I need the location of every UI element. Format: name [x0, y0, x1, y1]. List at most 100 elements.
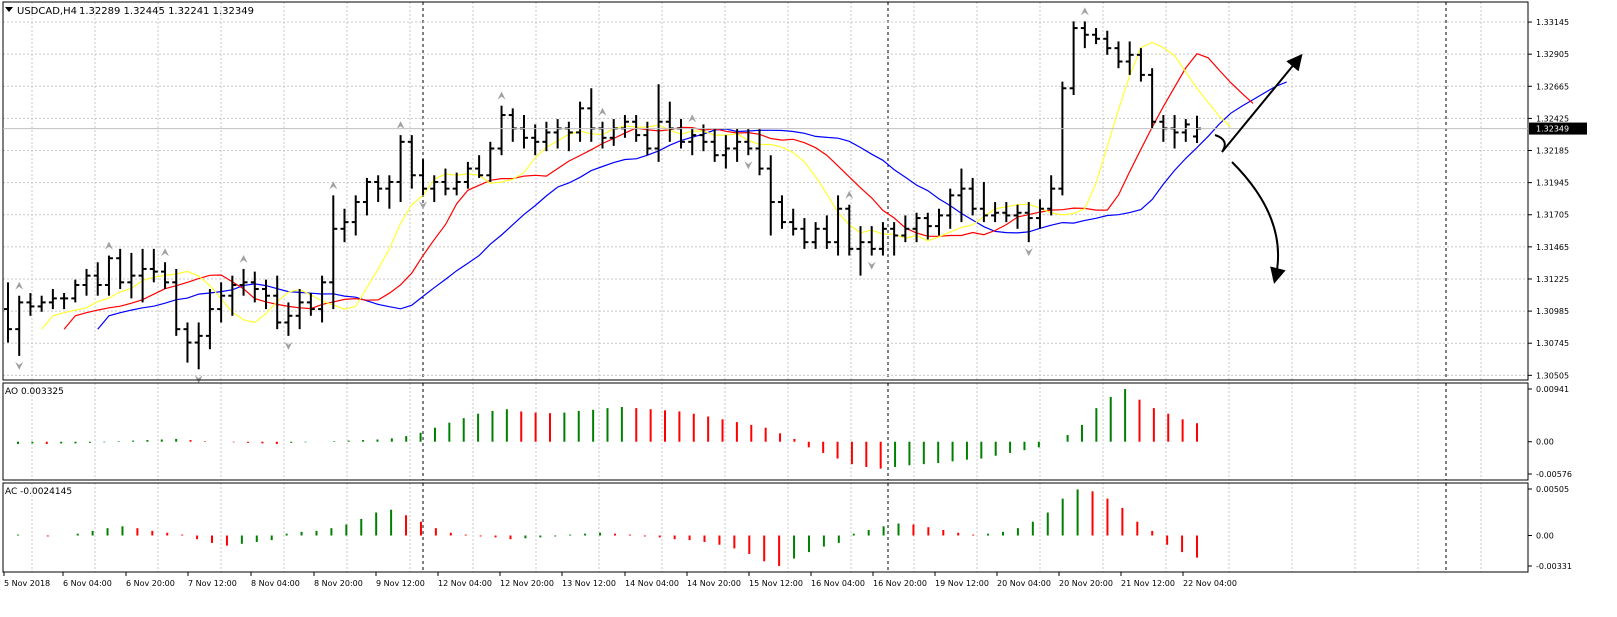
ao-y-tick-label: 0.00	[1536, 438, 1554, 447]
ohlc-bar	[161, 262, 170, 290]
fractal-down-icon	[194, 375, 203, 384]
ao-histogram	[17, 389, 1198, 469]
x-tick-label: 12 Nov 20:00	[500, 579, 554, 588]
fractals	[15, 7, 1089, 384]
x-tick-label: 6 Nov 20:00	[126, 579, 175, 588]
ohlc-bar	[452, 172, 461, 196]
ohlc-bar	[912, 212, 921, 243]
ohlc-bar	[104, 255, 113, 296]
ohlc-bar	[542, 121, 551, 152]
ohlc-bar	[82, 268, 91, 296]
ohlc-bar	[935, 208, 944, 236]
ohlc-label: 1.32289 1.32445 1.32241 1.32349	[79, 6, 254, 17]
ohlc-bar	[60, 293, 69, 310]
fractal-up-icon	[239, 254, 248, 263]
fractal-up-icon	[104, 241, 113, 250]
fractal-down-icon	[284, 341, 293, 350]
ohlc-bar	[856, 226, 865, 276]
y-tick-label: 1.31945	[1536, 179, 1569, 188]
x-tick-label: 14 Nov 04:00	[625, 579, 679, 588]
ohlc-bar	[1013, 204, 1022, 229]
x-tick-label: 6 Nov 04:00	[63, 579, 112, 588]
ohlc-bar	[318, 275, 327, 323]
y-tick-label: 1.30985	[1536, 307, 1569, 316]
ac-label: AC -0.0024145	[5, 487, 72, 497]
fractal-up-icon	[1080, 7, 1089, 16]
ao-y-tick-label: -0.00576	[1536, 470, 1572, 479]
ohlc-bar	[374, 175, 383, 203]
ohlc-bar	[239, 268, 248, 296]
ohlc-bar	[654, 84, 663, 162]
symbol-label: USDCAD,H4	[17, 6, 77, 17]
x-tick-label: 16 Nov 20:00	[873, 579, 927, 588]
ohlc-bar	[430, 175, 439, 203]
ohlc-bar	[643, 121, 652, 156]
price-bars	[4, 21, 1201, 370]
x-tick-label: 15 Nov 12:00	[749, 579, 803, 588]
y-tick-label: 1.32425	[1536, 114, 1569, 123]
y-tick-label: 1.31465	[1536, 243, 1569, 252]
ohlc-bar	[1092, 28, 1101, 45]
ohlc-bar	[519, 115, 528, 149]
fractal-up-icon	[497, 91, 506, 100]
y-tick-label: 1.32185	[1536, 147, 1569, 156]
ac-y-tick-label: 0.00	[1536, 532, 1554, 541]
ohlc-bar	[15, 295, 24, 356]
fractal-up-icon	[598, 107, 607, 116]
x-tick-label: 8 Nov 04:00	[251, 579, 300, 588]
x-tick-label: 8 Nov 20:00	[314, 579, 363, 588]
ohlc-bar	[475, 155, 484, 178]
ohlc-bar	[890, 222, 899, 256]
ohlc-bar	[127, 252, 136, 299]
y-tick-label: 1.32665	[1536, 82, 1569, 91]
fractal-up-icon	[161, 248, 170, 257]
ohlc-bar	[1035, 199, 1044, 229]
x-tick-label: 20 Nov 20:00	[1059, 579, 1113, 588]
ohlc-bar	[834, 195, 843, 256]
ohlc-bar	[93, 262, 102, 296]
axes: 1.33145 1.32905 1.32665 1.32425 1.32185 1.319…	[2, 1, 1587, 588]
annotations	[1214, 53, 1303, 284]
x-tick-label: 7 Nov 12:00	[188, 579, 237, 588]
ohlc-bar	[261, 279, 270, 310]
ohlc-bar	[755, 128, 764, 176]
dropdown-triangle-icon[interactable]	[5, 7, 13, 12]
ohlc-bar	[486, 141, 495, 182]
ohlc-bar	[4, 282, 12, 343]
current-price-label: 1.32349	[1536, 125, 1569, 134]
ohlc-bar	[710, 128, 719, 162]
ohlc-bar	[1024, 202, 1033, 243]
ohlc-bar	[26, 293, 35, 316]
ohlc-bar	[946, 188, 955, 229]
pane-frame	[2, 482, 1529, 573]
ohlc-bar	[1080, 21, 1089, 49]
x-tick-label: 5 Nov 2018	[4, 579, 50, 588]
y-tick-label: 1.30505	[1536, 371, 1569, 380]
ohlc-bar	[744, 128, 753, 156]
ohlc-bar	[1125, 41, 1134, 75]
ohlc-bar	[183, 322, 192, 363]
ohlc-bar	[867, 226, 876, 256]
pane-frame	[2, 1, 1529, 381]
ohlc-bar	[777, 195, 786, 229]
fractal-up-icon	[329, 181, 338, 190]
y-tick-label: 1.30745	[1536, 339, 1569, 348]
ohlc-bar	[284, 302, 293, 336]
fractal-down-icon	[744, 161, 753, 170]
ohlc-bar	[878, 222, 887, 256]
ohlc-bar	[1069, 21, 1078, 95]
pane-frame	[2, 382, 1529, 481]
ohlc-bar	[48, 289, 57, 310]
ohlc-bar	[228, 275, 237, 316]
ac-y-tick-label: 0.00505	[1536, 485, 1569, 494]
ohlc-bar	[463, 161, 472, 189]
y-tick-label: 1.33145	[1536, 18, 1569, 27]
ohlc-bar	[138, 248, 147, 303]
fractal-up-icon	[396, 121, 405, 130]
ohlc-bar	[250, 271, 259, 303]
ohlc-bar	[407, 135, 416, 189]
ohlc-bar	[1148, 68, 1157, 129]
forecast-up-arrow	[1214, 53, 1303, 153]
